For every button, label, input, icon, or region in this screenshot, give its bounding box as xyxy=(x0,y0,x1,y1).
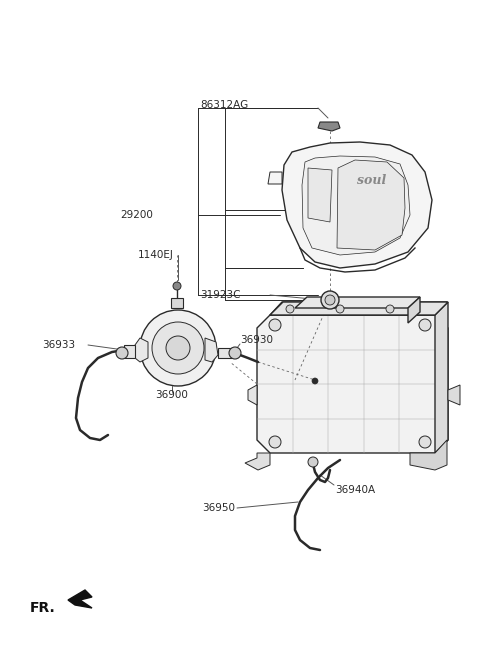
Text: 36933: 36933 xyxy=(42,340,75,350)
Polygon shape xyxy=(205,338,218,362)
Polygon shape xyxy=(295,297,420,308)
Text: 36950: 36950 xyxy=(202,503,235,513)
Polygon shape xyxy=(408,297,420,323)
Text: 86312AG: 86312AG xyxy=(200,100,248,110)
Text: soul: soul xyxy=(358,173,386,186)
Polygon shape xyxy=(302,156,410,255)
Text: 36900: 36900 xyxy=(155,390,188,400)
Polygon shape xyxy=(171,298,183,308)
Text: 31923C: 31923C xyxy=(200,290,240,300)
Circle shape xyxy=(419,319,431,331)
Circle shape xyxy=(269,319,281,331)
Circle shape xyxy=(336,305,344,313)
Text: 29200: 29200 xyxy=(120,210,153,220)
Circle shape xyxy=(116,347,128,359)
Polygon shape xyxy=(410,440,447,470)
Circle shape xyxy=(229,347,241,359)
Text: 36940A: 36940A xyxy=(335,485,375,495)
Circle shape xyxy=(152,322,204,374)
Circle shape xyxy=(308,457,318,467)
Circle shape xyxy=(325,295,335,305)
Circle shape xyxy=(419,436,431,448)
Polygon shape xyxy=(270,302,447,315)
Circle shape xyxy=(321,291,339,309)
Polygon shape xyxy=(282,142,432,268)
Polygon shape xyxy=(318,122,340,131)
Polygon shape xyxy=(308,168,332,222)
Circle shape xyxy=(140,310,216,386)
Polygon shape xyxy=(257,315,448,453)
Circle shape xyxy=(166,336,190,360)
Circle shape xyxy=(269,436,281,448)
Text: FR.: FR. xyxy=(30,601,56,615)
Polygon shape xyxy=(218,348,232,358)
Circle shape xyxy=(386,305,394,313)
Polygon shape xyxy=(135,338,148,362)
Polygon shape xyxy=(270,302,448,315)
Polygon shape xyxy=(337,160,405,250)
Polygon shape xyxy=(245,453,270,470)
Circle shape xyxy=(312,378,318,384)
Polygon shape xyxy=(435,302,448,453)
Polygon shape xyxy=(268,172,282,184)
Circle shape xyxy=(173,282,181,290)
Text: 36930: 36930 xyxy=(240,335,273,345)
Text: 1140EJ: 1140EJ xyxy=(138,250,174,260)
Polygon shape xyxy=(68,590,92,608)
Circle shape xyxy=(286,305,294,313)
Polygon shape xyxy=(248,385,257,405)
Polygon shape xyxy=(448,385,460,405)
Polygon shape xyxy=(124,345,135,358)
